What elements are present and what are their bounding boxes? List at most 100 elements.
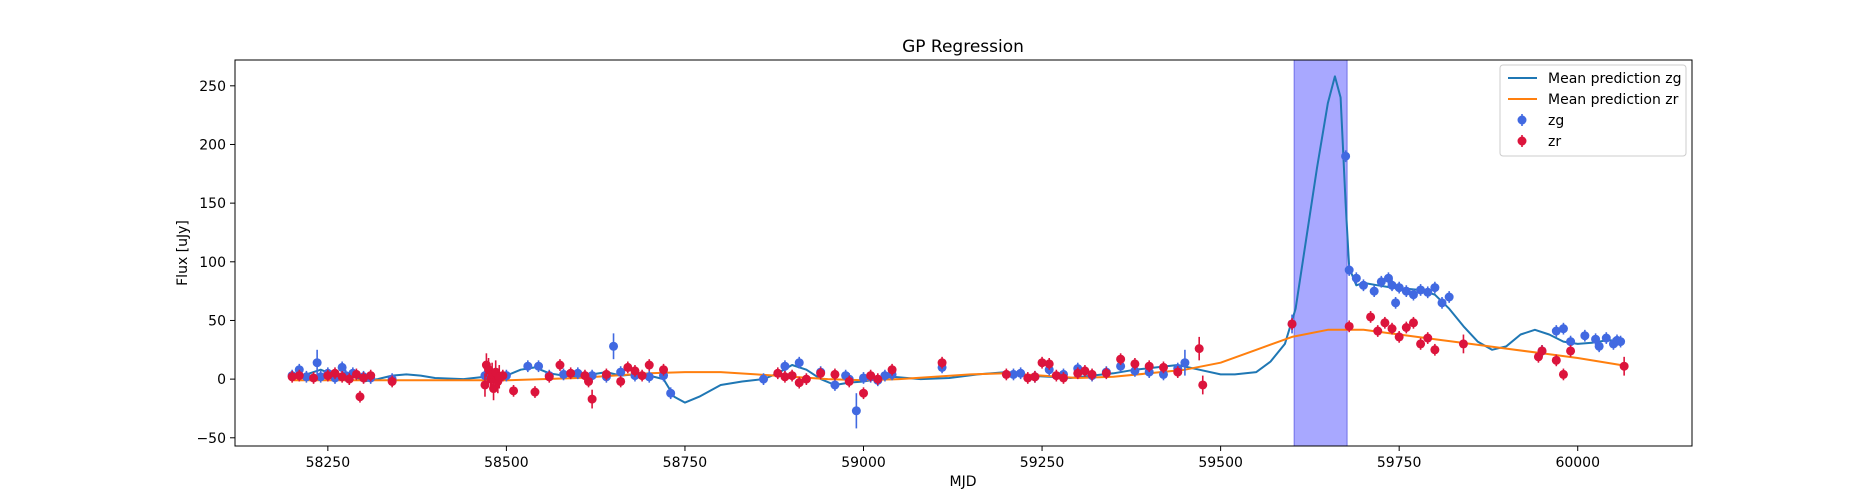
data-point (851, 406, 861, 416)
data-point (330, 368, 340, 378)
data-point (937, 358, 947, 368)
data-point (830, 380, 840, 390)
data-point (1158, 369, 1168, 379)
data-point (844, 376, 854, 386)
data-point (1116, 361, 1126, 371)
data-point (351, 369, 361, 379)
data-point (801, 374, 811, 384)
y-axis-label: Flux [uJy] (175, 220, 191, 286)
x-tick-label: 58250 (306, 455, 351, 471)
data-point (780, 372, 790, 382)
data-point (1430, 345, 1440, 355)
data-point (1344, 265, 1354, 275)
data-point (1616, 337, 1626, 347)
data-point (573, 368, 583, 378)
data-point (1423, 287, 1433, 297)
data-point (1566, 337, 1576, 347)
data-point (659, 365, 669, 375)
data-point (489, 384, 499, 394)
data-point (1619, 361, 1629, 371)
x-tick-label: 58750 (663, 455, 708, 471)
data-point (1001, 369, 1011, 379)
data-point (1144, 361, 1154, 371)
data-point (787, 371, 797, 381)
data-point (773, 368, 783, 378)
data-point (794, 358, 804, 368)
data-point (1437, 298, 1447, 308)
data-point (1430, 283, 1440, 293)
highlight-span-layer (1293, 60, 1348, 446)
data-point (312, 358, 322, 368)
data-point (1130, 359, 1140, 369)
legend-label: zg (1548, 113, 1564, 129)
data-point (1408, 318, 1418, 328)
data-point (873, 374, 883, 384)
data-point (337, 372, 347, 382)
y-tick-label: 150 (199, 196, 226, 212)
data-point (1173, 367, 1183, 377)
data-point (1051, 371, 1061, 381)
data-point (1394, 332, 1404, 342)
data-point (1194, 344, 1204, 354)
data-point (880, 371, 890, 381)
data-point (1551, 355, 1561, 365)
data-point (344, 374, 354, 384)
x-tick-label: 59000 (841, 455, 886, 471)
x-tick-label: 59500 (1198, 455, 1243, 471)
data-point (1158, 362, 1168, 372)
highlight-span (1293, 60, 1348, 446)
legend-label: Mean prediction zr (1548, 92, 1679, 108)
data-point (566, 368, 576, 378)
data-point (637, 371, 647, 381)
data-point (794, 378, 804, 388)
data-point (509, 386, 519, 396)
data-point (1394, 283, 1404, 293)
data-point (355, 392, 365, 402)
legend-label: zr (1548, 134, 1561, 150)
data-point (1044, 359, 1054, 369)
data-point (1358, 280, 1368, 290)
data-point (1444, 292, 1454, 302)
data-point (1558, 369, 1568, 379)
x-tick-label: 59750 (1377, 455, 1422, 471)
data-point (759, 374, 769, 384)
data-point (287, 372, 297, 382)
data-point (1380, 318, 1390, 328)
y-tick-label: 250 (199, 79, 226, 95)
x-axis-label: MJD (950, 474, 977, 490)
data-point (1580, 331, 1590, 341)
data-point (816, 368, 826, 378)
data-point (859, 388, 869, 398)
x-tick-label: 60000 (1555, 455, 1600, 471)
legend-marker-swatch (1517, 136, 1527, 146)
data-point (780, 361, 790, 371)
data-point (498, 371, 508, 381)
data-point (534, 361, 544, 371)
data-point (1023, 373, 1033, 383)
data-point (1101, 368, 1111, 378)
data-point (1366, 312, 1376, 322)
data-point (544, 372, 554, 382)
y-axis: −50 0 50 100 150 200 250 (196, 79, 235, 447)
data-point (1080, 366, 1090, 376)
y-tick-label: 0 (217, 372, 226, 388)
data-point (866, 371, 876, 381)
y-tick-label: 100 (199, 255, 226, 271)
data-point (316, 372, 326, 382)
errorbar-series-zr (287, 311, 1629, 409)
data-point (1351, 273, 1361, 283)
legend-marker-swatch (1517, 115, 1527, 125)
y-tick-label: −50 (196, 431, 226, 447)
chart-title: GP Regression (902, 37, 1024, 57)
data-point (337, 362, 347, 372)
data-point (366, 371, 376, 381)
data-point (584, 376, 594, 386)
data-point (1383, 273, 1393, 283)
data-point (1369, 286, 1379, 296)
data-point (1344, 321, 1354, 331)
data-point (1558, 324, 1568, 334)
data-point (1387, 324, 1397, 334)
data-point (1401, 323, 1411, 333)
legend-box (1499, 64, 1687, 157)
data-point (887, 365, 897, 375)
